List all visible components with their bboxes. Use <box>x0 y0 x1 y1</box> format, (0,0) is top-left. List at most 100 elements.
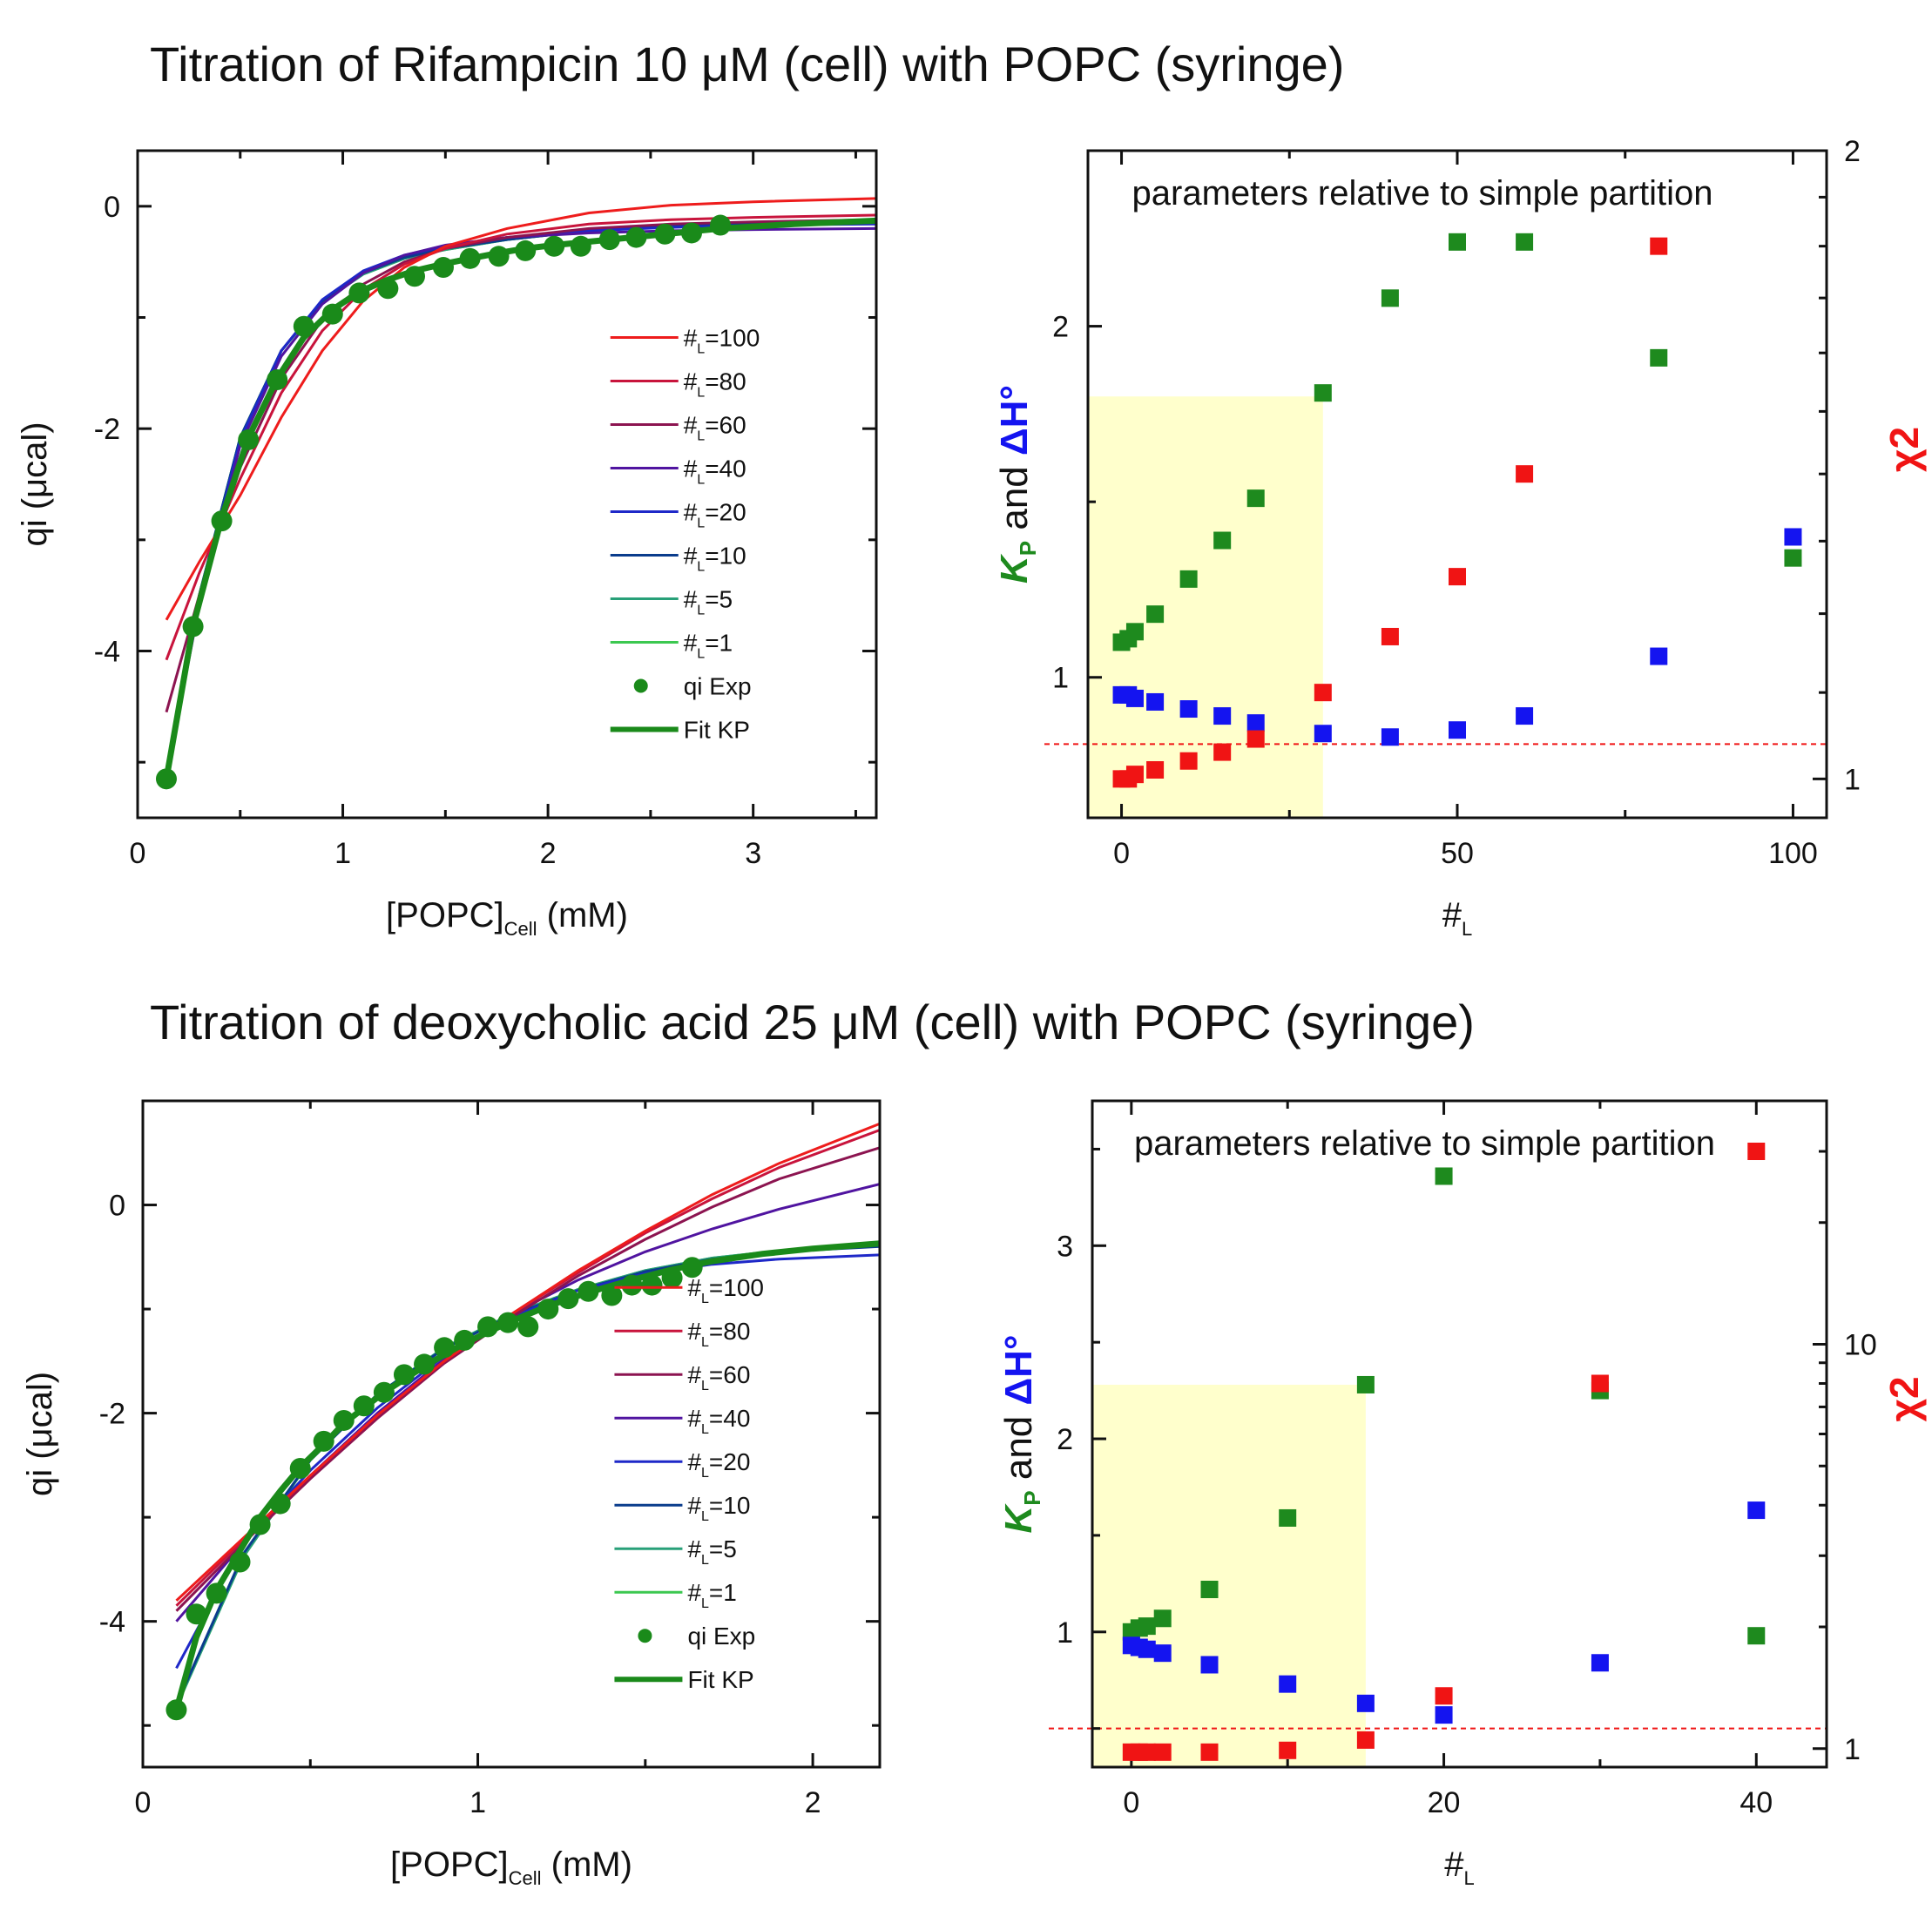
qi-exp-point <box>709 214 731 236</box>
qi-exp-point <box>681 1257 703 1279</box>
y-tick-label: 0 <box>109 1190 125 1223</box>
x-axis-label-sub: L <box>1462 918 1472 940</box>
plot-frame <box>141 1099 882 1769</box>
y-tick-label: 3 <box>1057 1230 1073 1263</box>
x-axis-label-sub: Cell <box>509 1867 542 1889</box>
x-tick-label: 1 <box>469 1786 486 1819</box>
dh-marker <box>1449 721 1466 739</box>
qi-exp-point <box>601 1285 623 1306</box>
legend-label: #L=1 <box>684 629 733 661</box>
kp-marker <box>1650 348 1668 367</box>
x-tick-label: 1 <box>334 837 351 870</box>
chi2-marker <box>1213 743 1232 761</box>
x-tick-label: 100 <box>1768 837 1818 870</box>
series-line <box>165 213 876 661</box>
series-line <box>175 1146 880 1612</box>
dh-marker <box>1146 692 1165 711</box>
y-axis-label-kp: K <box>997 1503 1040 1534</box>
legend-marker <box>633 678 648 693</box>
qi-exp-point <box>517 1316 539 1338</box>
legend-label-hash: # <box>684 455 698 482</box>
chi2-marker <box>1153 1743 1172 1761</box>
legend-label-value: =80 <box>705 368 746 395</box>
legend-label-sub: L <box>701 1379 709 1393</box>
right-y-axis-label: χ2 <box>1881 427 1927 472</box>
kp-marker <box>1246 489 1265 508</box>
y-axis-label: KP and ΔH° <box>997 1335 1045 1534</box>
kp-marker <box>1213 531 1232 550</box>
plot-frame <box>1086 149 1828 820</box>
legend-label-value: =20 <box>705 498 746 525</box>
legend-label: #L=40 <box>687 1405 750 1437</box>
x-axis-label-sub: Cell <box>504 918 537 940</box>
qi-exp-point <box>267 368 288 390</box>
dh-marker <box>1153 1644 1172 1663</box>
y-axis-label-and: and <box>997 1406 1040 1491</box>
bottom-figure-title: Titration of deoxycholic acid 25 μM (cel… <box>150 995 1475 1049</box>
legend-label-hash: # <box>684 368 698 395</box>
kp-marker <box>1200 1581 1219 1598</box>
legend-label-value: =40 <box>705 455 746 482</box>
x-tick-label: 0 <box>135 1786 152 1819</box>
legend-label: qi Exp <box>687 1623 755 1650</box>
kp-marker <box>1146 605 1165 624</box>
top-figure-title: Titration of Rifampicin 10 μM (cell) wit… <box>150 37 1344 91</box>
x-axis-label-main: [POPC] <box>386 896 504 935</box>
legend-label: #L=40 <box>684 455 746 487</box>
chi2-marker <box>1279 1741 1297 1759</box>
chi2-marker <box>1356 1731 1375 1749</box>
y-axis-label-and: and <box>993 455 1036 541</box>
kp-marker <box>1449 233 1466 251</box>
x-axis-label: #L <box>1442 896 1473 940</box>
legend-label-value: =20 <box>709 1448 751 1475</box>
highlight-region <box>1092 1384 1366 1767</box>
dh-marker <box>1435 1706 1453 1724</box>
dh-marker <box>1650 647 1668 665</box>
dh-marker <box>1125 689 1144 707</box>
legend-label-sub: L <box>701 1466 709 1481</box>
series-line <box>175 1122 880 1602</box>
legend-label-value: =100 <box>705 324 760 351</box>
series-line <box>165 218 876 713</box>
qi-exp-point <box>621 1274 643 1296</box>
kp-marker <box>1435 1167 1453 1185</box>
kp-marker <box>1138 1617 1156 1636</box>
legend-label-hash: # <box>687 1579 701 1606</box>
legend-label-hash: # <box>687 1448 701 1475</box>
qi-exp-point <box>293 315 314 337</box>
legend-label: #L=5 <box>687 1535 736 1568</box>
inner-label: parameters relative to simple partition <box>1134 1124 1715 1163</box>
x-tick-label: 50 <box>1441 837 1474 870</box>
legend-label-sub: L <box>697 559 705 574</box>
legend-label-hash: # <box>687 1274 701 1301</box>
legend-label-value: =10 <box>705 542 746 569</box>
qi-exp-point <box>211 510 233 532</box>
qi-exp-point <box>681 222 702 244</box>
qi-exp-point <box>289 1457 311 1479</box>
dh-marker <box>1179 700 1198 719</box>
kp-marker <box>1279 1508 1297 1527</box>
y-tick-label: 1 <box>1052 662 1069 695</box>
kp-marker <box>1125 623 1144 641</box>
x-axis-label-main: # <box>1442 896 1463 935</box>
legend-label-value: =1 <box>705 629 733 656</box>
legend-label-hash: # <box>687 1361 701 1388</box>
series-line <box>165 219 876 779</box>
chi2-marker <box>1314 684 1332 702</box>
legend-label-value: =100 <box>709 1274 764 1301</box>
x-axis-label: #L <box>1444 1845 1475 1889</box>
legend-label: #L=60 <box>687 1361 750 1393</box>
series-line <box>165 220 876 779</box>
legend-label-hash: # <box>684 629 698 656</box>
series-line <box>165 219 876 779</box>
chi2-marker <box>1449 568 1466 586</box>
qi-exp-point <box>515 240 537 261</box>
legend-label: #L=100 <box>684 324 760 356</box>
legend-label: #L=20 <box>687 1448 750 1481</box>
plot-area <box>155 197 876 790</box>
x-axis-label-unit: (mM) <box>537 896 628 935</box>
x-axis-label: [POPC]Cell (mM) <box>390 1845 632 1889</box>
legend-label-hash: # <box>684 585 698 612</box>
qi-exp-point <box>348 282 370 304</box>
